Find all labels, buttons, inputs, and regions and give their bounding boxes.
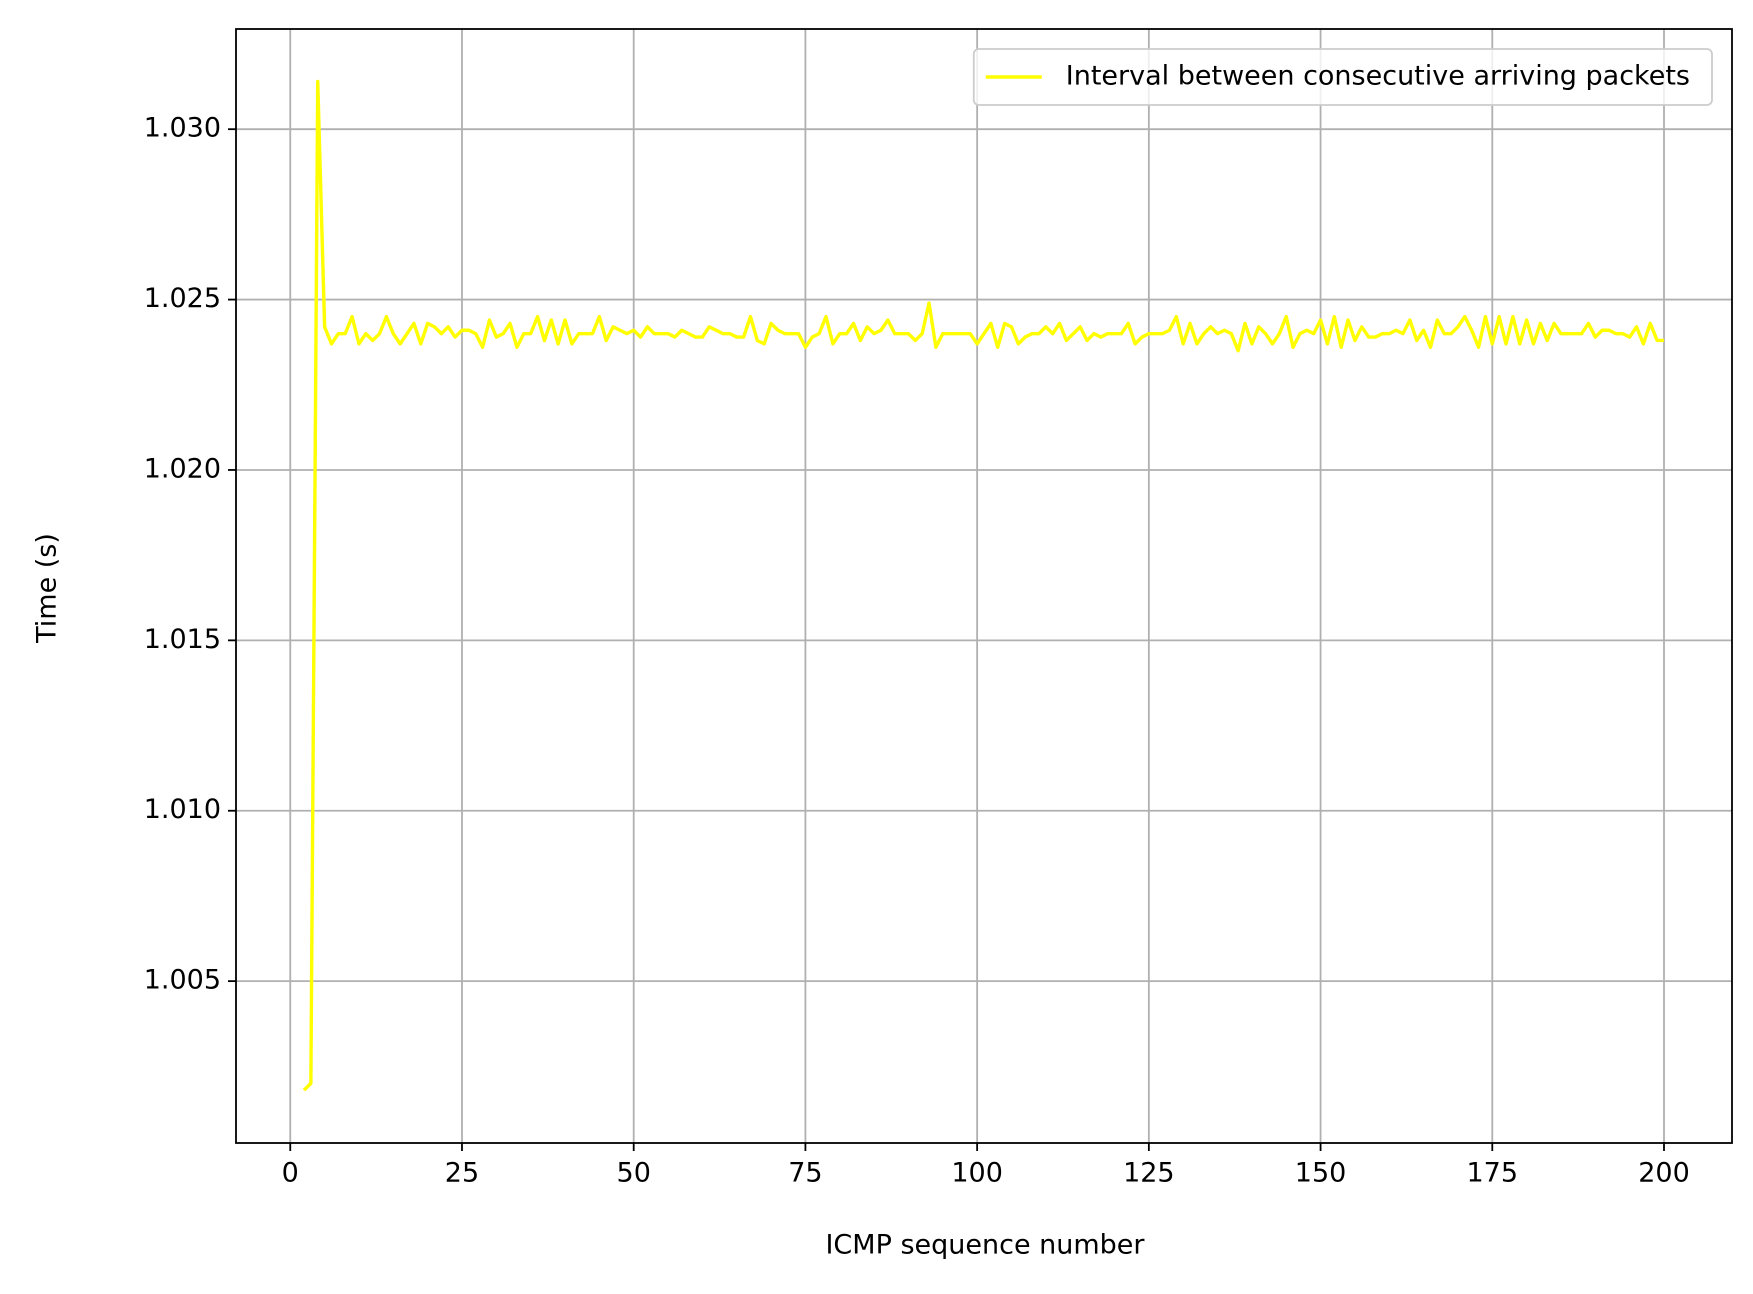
y-tick-label: 1.020 (144, 453, 221, 484)
y-axis-label: Time (s) (32, 533, 63, 644)
y-tick-label: 1.030 (144, 113, 221, 144)
x-tick-label: 0 (282, 1158, 299, 1189)
x-tick-label: 125 (1123, 1158, 1175, 1189)
y-tick-label: 1.025 (144, 283, 221, 314)
x-axis-label: ICMP sequence number (825, 1230, 1145, 1261)
x-tick-label: 50 (617, 1158, 651, 1189)
x-tick-label: 175 (1467, 1158, 1519, 1189)
x-tick-label: 200 (1638, 1158, 1690, 1189)
y-tick-label: 1.015 (144, 624, 221, 655)
x-tick-label: 100 (951, 1158, 1003, 1189)
x-tick-label: 150 (1295, 1158, 1347, 1189)
x-tick-label: 25 (445, 1158, 479, 1189)
axes-frame (235, 28, 1733, 1144)
data-line (302, 79, 1664, 1092)
legend-box (972, 48, 1713, 106)
x-tick-label: 75 (788, 1158, 822, 1189)
legend-label: Interval between consecutive arriving pa… (1066, 61, 1690, 92)
y-tick-label: 1.005 (144, 965, 221, 996)
y-tick-label: 1.010 (144, 794, 221, 825)
